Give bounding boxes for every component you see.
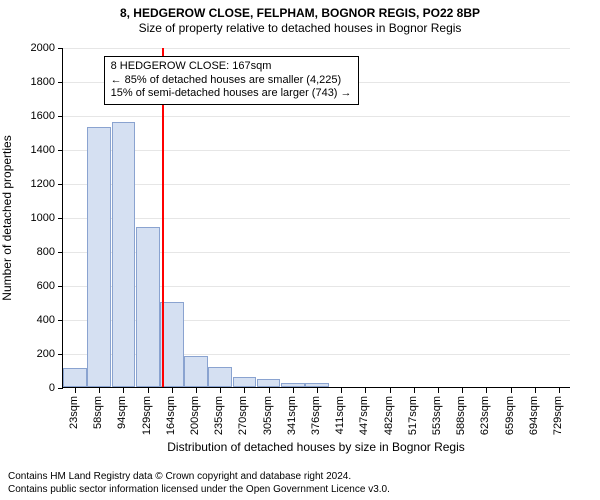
xtick-mark	[414, 388, 415, 393]
xtick-mark	[99, 388, 100, 393]
bar	[112, 122, 136, 387]
ytick-label: 1600	[31, 110, 55, 122]
ytick-label: 2000	[31, 42, 55, 54]
bar	[281, 383, 305, 387]
chart-container: 8, HEDGEROW CLOSE, FELPHAM, BOGNOR REGIS…	[0, 0, 600, 500]
ytick-mark	[58, 116, 63, 117]
xtick-mark	[172, 388, 173, 393]
bar	[184, 356, 208, 387]
xtick-label: 517sqm	[407, 396, 419, 435]
xtick-label: 129sqm	[141, 396, 153, 435]
xtick-mark	[365, 388, 366, 393]
xtick-mark	[390, 388, 391, 393]
bar	[305, 383, 329, 387]
xtick-mark	[148, 388, 149, 393]
ytick-mark	[58, 286, 63, 287]
xtick-mark	[511, 388, 512, 393]
xtick-label: 23sqm	[68, 396, 80, 429]
ytick-mark	[58, 150, 63, 151]
ytick-label: 1400	[31, 144, 55, 156]
bar	[208, 367, 232, 387]
xtick-mark	[462, 388, 463, 393]
footer-line: Contains HM Land Registry data © Crown c…	[8, 471, 390, 484]
xtick-label: 305sqm	[262, 396, 274, 435]
xtick-mark	[486, 388, 487, 393]
ytick-label: 400	[37, 314, 55, 326]
ytick-mark	[58, 184, 63, 185]
xtick-label: 270sqm	[237, 396, 249, 435]
xtick-label: 235sqm	[213, 396, 225, 435]
ytick-label: 800	[37, 246, 55, 258]
xtick-mark	[535, 388, 536, 393]
xtick-mark	[438, 388, 439, 393]
annotation-line: 15% of semi-detached houses are larger (…	[111, 87, 352, 101]
xtick-mark	[269, 388, 270, 393]
xtick-label: 58sqm	[92, 396, 104, 429]
xtick-label: 200sqm	[189, 396, 201, 435]
x-axis-label: Distribution of detached houses by size …	[167, 440, 465, 454]
gridline	[63, 218, 570, 219]
gridline	[63, 116, 570, 117]
ytick-label: 600	[37, 280, 55, 292]
xtick-mark	[75, 388, 76, 393]
title-block: 8, HEDGEROW CLOSE, FELPHAM, BOGNOR REGIS…	[0, 6, 600, 36]
ytick-label: 0	[49, 382, 55, 394]
xtick-mark	[196, 388, 197, 393]
annotation-line: ← 85% of detached houses are smaller (4,…	[111, 74, 352, 88]
y-axis-label: Number of detached properties	[0, 135, 14, 300]
xtick-label: 659sqm	[504, 396, 516, 435]
plot-area: 8 HEDGEROW CLOSE: 167sqm← 85% of detache…	[62, 48, 570, 388]
title-line-2: Size of property relative to detached ho…	[0, 21, 600, 36]
xtick-label: 482sqm	[383, 396, 395, 435]
ytick-label: 1200	[31, 178, 55, 190]
xtick-label: 164sqm	[165, 396, 177, 435]
xtick-mark	[220, 388, 221, 393]
ytick-mark	[58, 354, 63, 355]
ytick-label: 200	[37, 348, 55, 360]
xtick-label: 623sqm	[479, 396, 491, 435]
bar	[63, 368, 87, 387]
bar	[136, 227, 160, 387]
annotation-line: 8 HEDGEROW CLOSE: 167sqm	[111, 60, 352, 74]
xtick-mark	[293, 388, 294, 393]
xtick-label: 94sqm	[116, 396, 128, 429]
xtick-label: 588sqm	[455, 396, 467, 435]
ytick-label: 1000	[31, 212, 55, 224]
xtick-label: 447sqm	[358, 396, 370, 435]
xtick-mark	[341, 388, 342, 393]
xtick-mark	[559, 388, 560, 393]
xtick-mark	[123, 388, 124, 393]
footer-attribution: Contains HM Land Registry data © Crown c…	[8, 471, 390, 496]
ytick-label: 1800	[31, 76, 55, 88]
gridline	[63, 150, 570, 151]
xtick-label: 411sqm	[334, 396, 346, 434]
footer-line: Contains public sector information licen…	[8, 484, 390, 497]
ytick-mark	[58, 218, 63, 219]
ytick-mark	[58, 82, 63, 83]
xtick-label: 553sqm	[431, 396, 443, 435]
xtick-mark	[317, 388, 318, 393]
xtick-label: 341sqm	[286, 396, 298, 435]
ytick-mark	[58, 48, 63, 49]
xtick-label: 376sqm	[310, 396, 322, 435]
bar	[87, 127, 111, 387]
xtick-mark	[244, 388, 245, 393]
gridline	[63, 48, 570, 49]
xtick-label: 694sqm	[528, 396, 540, 435]
ytick-mark	[58, 388, 63, 389]
bar	[233, 377, 257, 387]
ytick-mark	[58, 320, 63, 321]
gridline	[63, 184, 570, 185]
ytick-mark	[58, 252, 63, 253]
annotation-box: 8 HEDGEROW CLOSE: 167sqm← 85% of detache…	[104, 56, 359, 105]
title-line-1: 8, HEDGEROW CLOSE, FELPHAM, BOGNOR REGIS…	[0, 6, 600, 21]
xtick-label: 729sqm	[552, 396, 564, 435]
bar	[257, 379, 281, 388]
